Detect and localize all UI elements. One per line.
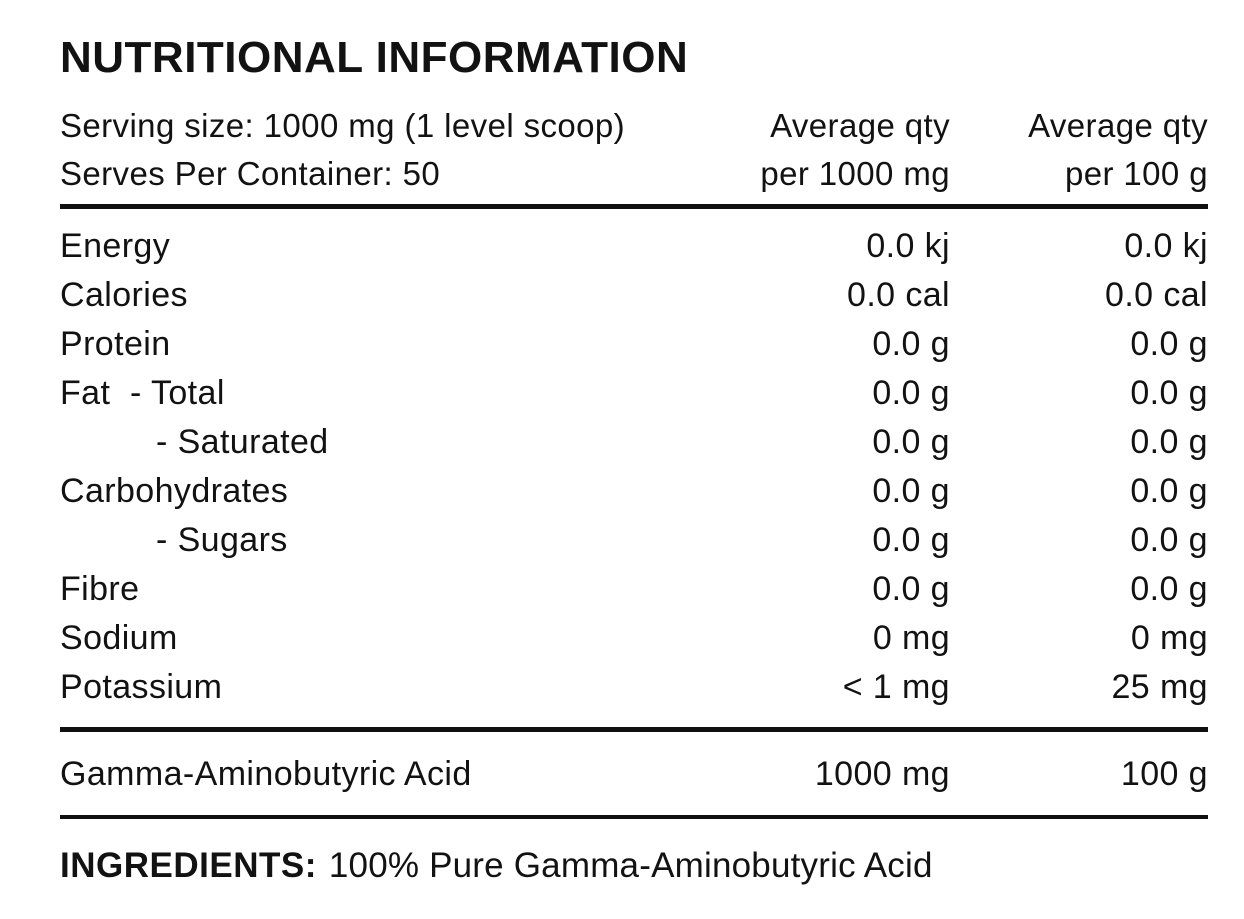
table-row: Fat - Total 0.0 g 0.0 g: [60, 369, 1208, 418]
nutrient-table: Energy 0.0 kj 0.0 kj Calories 0.0 cal 0.…: [60, 209, 1208, 727]
table-row: Fibre 0.0 g 0.0 g: [60, 565, 1208, 614]
row-label: Calories: [60, 276, 188, 314]
row-value-per-1000mg: < 1 mg: [842, 668, 950, 706]
column-header-line: Average qty: [1028, 107, 1208, 144]
table-row: Gamma-Aminobutyric Acid 1000 mg 100 g: [60, 750, 1208, 799]
row-value-per-100g: 0.0 g: [1130, 521, 1208, 559]
row-label: Energy: [60, 227, 171, 265]
row-value-per-1000mg: 0.0 g: [872, 374, 950, 412]
serving-size: Serving size: 1000 mg (1 level scoop): [60, 107, 626, 144]
row-label: Protein: [60, 325, 171, 363]
column-header-per-1000mg: Average qty per 1000 mg: [705, 102, 950, 198]
table-row: Potassium < 1 mg 25 mg: [60, 663, 1208, 712]
row-label: Sodium: [60, 619, 178, 657]
serving-info: Serving size: 1000 mg (1 level scoop) Se…: [60, 102, 705, 198]
row-label: Carbohydrates: [60, 472, 289, 510]
table-row: Energy 0.0 kj 0.0 kj: [60, 222, 1208, 271]
row-label: - Saturated: [156, 423, 329, 461]
row-value-per-1000mg: 0 mg: [872, 619, 950, 657]
row-value-per-100g: 0 mg: [1130, 619, 1208, 657]
column-header-line: per 100 g: [1064, 155, 1208, 192]
row-label: Potassium: [60, 668, 223, 706]
divider-top: [60, 204, 1208, 209]
table-row: - Sugars 0.0 g 0.0 g: [60, 516, 1208, 565]
divider-bottom: [60, 815, 1208, 819]
row-value-per-1000mg: 1000 mg: [814, 755, 950, 793]
row-label: - Sugars: [156, 521, 288, 559]
table-row: Carbohydrates 0.0 g 0.0 g: [60, 467, 1208, 516]
ingredients-value: 100% Pure Gamma-Aminobutyric Acid: [328, 846, 933, 885]
row-value-per-100g: 0.0 g: [1130, 570, 1208, 608]
column-header-line: Average qty: [770, 107, 950, 144]
row-value-per-1000mg: 0.0 g: [872, 521, 950, 559]
row-value-per-1000mg: 0.0 g: [872, 325, 950, 363]
ingredients-line: INGREDIENTS: 100% Pure Gamma-Aminobutyric…: [60, 846, 1208, 886]
row-value-per-1000mg: 0.0 g: [872, 423, 950, 461]
row-label: Fat - Total: [60, 374, 225, 412]
serves-per-container: Serves Per Container: 50: [60, 155, 441, 192]
table-row: Calories 0.0 cal 0.0 cal: [60, 271, 1208, 320]
row-value-per-100g: 0.0 g: [1130, 423, 1208, 461]
row-value-per-100g: 0.0 cal: [1105, 276, 1208, 314]
row-value-per-100g: 0.0 g: [1130, 325, 1208, 363]
row-value-per-100g: 25 mg: [1111, 668, 1208, 706]
ingredients-label: INGREDIENTS:: [60, 846, 317, 885]
table-row: - Saturated 0.0 g 0.0 g: [60, 418, 1208, 467]
row-value-per-1000mg: 0.0 cal: [847, 276, 950, 314]
row-value-per-1000mg: 0.0 kj: [866, 227, 950, 265]
column-header-line: per 1000 mg: [760, 155, 950, 192]
row-value-per-1000mg: 0.0 g: [872, 570, 950, 608]
column-header-per-100g: Average qty per 100 g: [950, 102, 1208, 198]
table-row: Protein 0.0 g 0.0 g: [60, 320, 1208, 369]
table-row: Sodium 0 mg 0 mg: [60, 614, 1208, 663]
row-value-per-100g: 100 g: [1120, 755, 1208, 793]
row-value-per-100g: 0.0 kj: [1124, 227, 1208, 265]
divider-middle: [60, 727, 1208, 732]
page-title: NUTRITIONAL INFORMATION: [60, 33, 689, 82]
row-value-per-100g: 0.0 g: [1130, 472, 1208, 510]
row-label: Fibre: [60, 570, 140, 608]
active-ingredient-section: Gamma-Aminobutyric Acid 1000 mg 100 g: [60, 732, 1208, 815]
row-value-per-1000mg: 0.0 g: [872, 472, 950, 510]
row-value-per-100g: 0.0 g: [1130, 374, 1208, 412]
row-label: Gamma-Aminobutyric Acid: [60, 755, 472, 793]
table-header: Serving size: 1000 mg (1 level scoop) Se…: [60, 102, 1208, 198]
